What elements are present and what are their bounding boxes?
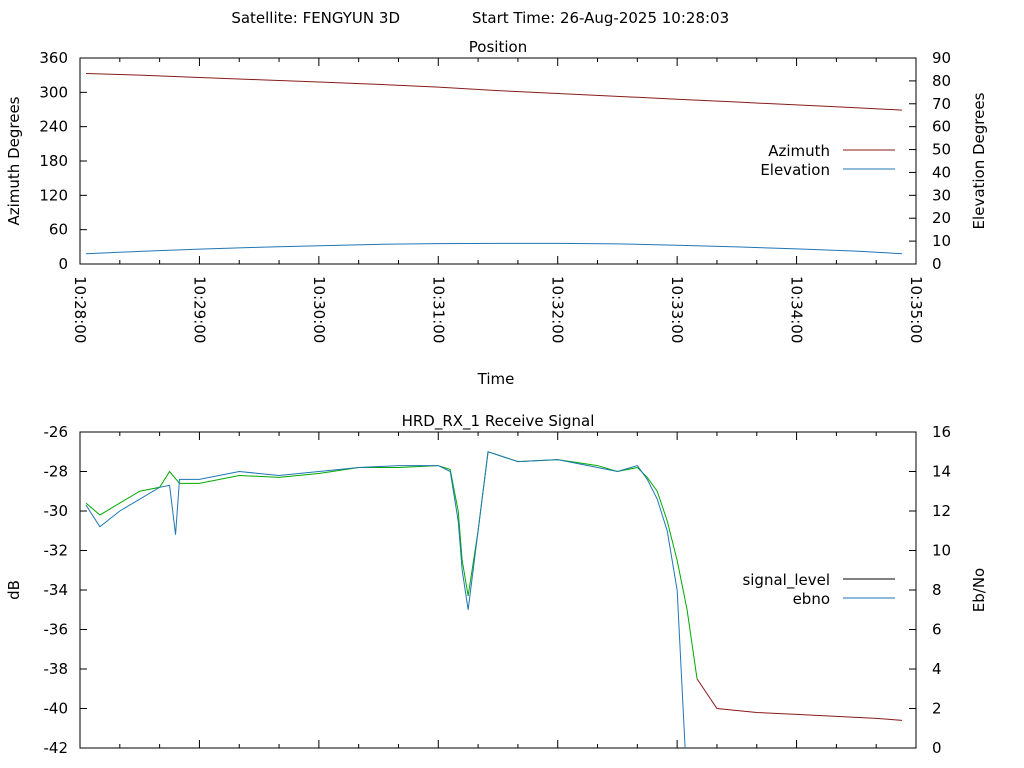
position-ytick-label: 180 bbox=[39, 152, 68, 170]
position-y2tick-label: 10 bbox=[932, 232, 951, 250]
signal-series-signal_level-line bbox=[85, 451, 698, 679]
signal-series-ebno-line bbox=[85, 451, 686, 748]
position-y2tick-label: 90 bbox=[932, 49, 951, 67]
position-y2tick-label: 50 bbox=[932, 141, 951, 159]
position-y2tick-label: 20 bbox=[932, 209, 951, 227]
signal-title: HRD_RX_1 Receive Signal bbox=[402, 412, 595, 431]
signal-y2tick-label: 4 bbox=[932, 660, 942, 678]
signal-ytick-label: -30 bbox=[44, 502, 69, 520]
signal-legend-label: ebno bbox=[793, 590, 830, 608]
position-xtick-label: 10:30:00 bbox=[310, 276, 328, 343]
signal-ytick-label: -26 bbox=[44, 423, 69, 441]
receive-signal-chart: HRD_RX_1 Receive Signal -42 -40 -38 -36 -34 -3… bbox=[5, 412, 988, 757]
satellite-label: Satellite: FENGYUN 3D bbox=[231, 9, 400, 27]
signal-legend-label: signal_level bbox=[742, 571, 830, 590]
position-ytick-label: 120 bbox=[39, 186, 68, 204]
position-legend-label: Azimuth bbox=[768, 142, 830, 160]
position-xtick-label: 10:32:00 bbox=[549, 276, 567, 343]
signal-y2tick-label: 6 bbox=[932, 621, 942, 639]
position-legend-label: Elevation bbox=[760, 161, 830, 179]
signal-ytick-label: -38 bbox=[44, 660, 69, 678]
signal-ytick-label: -42 bbox=[44, 739, 69, 757]
position-ytick-label: 0 bbox=[58, 255, 68, 273]
signal-y2tick-label: 8 bbox=[932, 581, 942, 599]
position-xtick-label: 10:31:00 bbox=[429, 276, 447, 343]
position-title: Position bbox=[469, 38, 527, 56]
signal-y2tick-label: 0 bbox=[932, 739, 942, 757]
signal-ytick-label: -40 bbox=[44, 700, 69, 718]
position-ytick-label: 300 bbox=[39, 83, 68, 101]
position-xtick-label: 10:29:00 bbox=[190, 276, 208, 343]
position-xtick-label: 10:35:00 bbox=[907, 276, 925, 343]
position-xtick-label: 10:34:00 bbox=[788, 276, 806, 343]
signal-y2tick-label: 14 bbox=[932, 463, 951, 481]
position-series-Azimuth-line bbox=[85, 72, 903, 111]
position-chart: Position 0 60 120 180 240 300 360 0 10 20 30 40 50 60 7… bbox=[5, 38, 988, 388]
signal-ytick-label: -28 bbox=[44, 463, 69, 481]
signal-y2tick-label: 12 bbox=[932, 502, 951, 520]
position-y2tick-label: 70 bbox=[932, 95, 951, 113]
position-xtick-label: 10:28:00 bbox=[71, 276, 89, 343]
position-y2tick-label: 30 bbox=[932, 186, 951, 204]
position-y2tick-label: 0 bbox=[932, 255, 942, 273]
start-time-label: Start Time: 26-Aug-2025 10:28:03 bbox=[472, 9, 729, 27]
signal-ylabel: dB bbox=[5, 580, 23, 600]
signal-ytick-label: -36 bbox=[44, 621, 69, 639]
signal-y2tick-label: 2 bbox=[932, 700, 942, 718]
position-y2tick-label: 40 bbox=[932, 163, 951, 181]
position-ylabel: Azimuth Degrees bbox=[5, 96, 23, 225]
signal-y2tick-label: 16 bbox=[932, 423, 951, 441]
position-ytick-label: 60 bbox=[49, 221, 68, 239]
position-ytick-label: 240 bbox=[39, 118, 68, 136]
signal-y2label: Eb/No bbox=[970, 568, 988, 612]
position-series-Elevation-line bbox=[85, 242, 903, 255]
position-xlabel: Time bbox=[477, 370, 515, 388]
position-y2tick-label: 60 bbox=[932, 118, 951, 136]
position-y2tick-label: 80 bbox=[932, 72, 951, 90]
position-xtick-label: 10:33:00 bbox=[668, 276, 686, 343]
position-ytick-label: 360 bbox=[39, 49, 68, 67]
signal-y2tick-label: 10 bbox=[932, 542, 951, 560]
signal-series-signal_level-tail-line bbox=[696, 678, 903, 721]
signal-ytick-label: -34 bbox=[44, 581, 69, 599]
signal-ytick-label: -32 bbox=[44, 542, 69, 560]
position-y2label: Elevation Degrees bbox=[970, 92, 988, 229]
signal-plot-frame bbox=[79, 431, 917, 749]
